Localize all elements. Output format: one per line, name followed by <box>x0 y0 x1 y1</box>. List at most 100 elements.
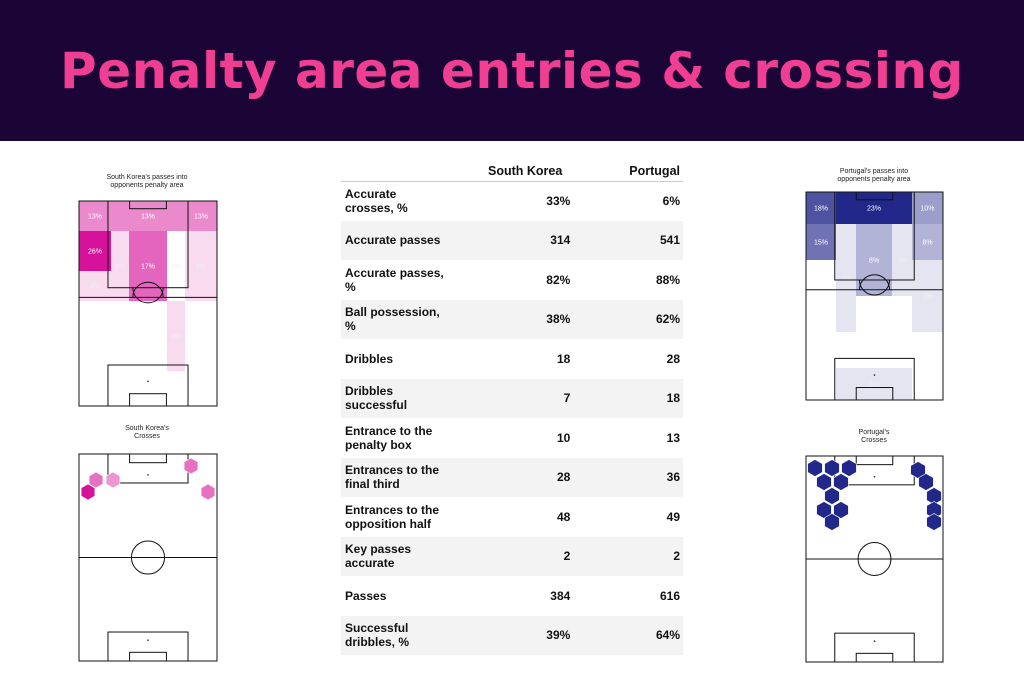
bottom-penalty-spot <box>147 639 149 641</box>
zone-label: 13% <box>141 214 155 221</box>
stat-korea-value: 384 <box>550 588 571 603</box>
zone-label: 4% <box>196 264 206 271</box>
heat-zone <box>836 224 856 332</box>
heat-zone <box>836 192 912 224</box>
zone-label: 23% <box>867 206 881 213</box>
stat-portugal-value: 13 <box>666 430 680 445</box>
heat-zone <box>185 201 217 231</box>
stat-korea-value: 18 <box>556 351 571 366</box>
top-penalty-spot <box>147 474 149 476</box>
cross-hexbin <box>926 487 942 505</box>
stat-metric-label: Entrances to the opposition half <box>341 497 472 537</box>
stats-row: Key passes accurate 2 2 <box>341 536 683 576</box>
stat-metric-line1: Dribbles <box>345 351 394 366</box>
cross-hexbin <box>824 459 840 477</box>
cross-hexbin <box>926 513 942 531</box>
stat-metric-label: Accurate crosses, % <box>341 181 472 221</box>
zone-label: 15% <box>814 240 828 247</box>
stats-row: Entrance to the penalty box 10 13 <box>341 418 683 458</box>
center-circle <box>857 542 892 576</box>
stat-portugal-value: 64% <box>572 615 683 655</box>
zone-label: 13% <box>88 214 102 221</box>
stats-row: Passes 384 616 <box>341 576 683 616</box>
cross-hexbin <box>80 483 96 501</box>
cross-hexbin <box>926 501 942 519</box>
heat-zone <box>806 224 836 260</box>
sk-crosses-title: South Korea's Crosses <box>125 425 169 440</box>
zone-label: 4% <box>115 264 125 271</box>
stat-metric-line1: Entrances to the <box>345 502 440 517</box>
stat-metric-label: Entrance to the penalty box <box>341 418 472 458</box>
top-six-yard-box <box>855 455 894 466</box>
heat-zone <box>79 271 111 301</box>
stats-header-row: South Korea Portugal <box>341 161 683 182</box>
pt-passes-title: Portugal's passes into opponents penalty… <box>837 168 911 183</box>
stat-metric-label: Passes <box>341 576 472 616</box>
center-circle-arc <box>858 274 891 290</box>
stat-metric-line1: Accurate <box>345 187 397 201</box>
zone-label: 3% <box>841 276 851 283</box>
stat-metric-line2: dribbles, % <box>345 635 410 650</box>
zone-label: 26% <box>88 249 102 256</box>
stats-row: Dribbles 18 28 <box>341 339 683 379</box>
stat-metric-label: Dribbles successful <box>341 378 472 418</box>
stats-row: Accurate passes,% 82% 88% <box>341 260 683 300</box>
zone-label: 17% <box>141 264 155 271</box>
heat-zone <box>167 301 185 371</box>
heat-zone <box>111 231 129 301</box>
stat-korea-value: 314 <box>471 220 573 260</box>
zone-label: 13% <box>194 214 208 221</box>
bottom-six-yard-box <box>129 651 167 662</box>
stats-table: South Korea Portugal Accurate crosses, % 3… <box>341 161 683 655</box>
stat-metric-line2: crosses, % <box>345 201 408 215</box>
zone-label: 8% <box>922 240 932 247</box>
stat-portugal-value: 36 <box>572 457 683 497</box>
stats-row: Entrances to the final third 28 36 <box>341 457 683 497</box>
heat-zone <box>79 231 111 271</box>
center-circle <box>130 540 166 575</box>
stat-portugal-value: 616 <box>659 588 680 603</box>
stat-metric-label: Successful dribbles, % <box>341 615 472 655</box>
center-circle-arc <box>132 281 164 298</box>
stats-row: Successful dribbles, % 39% 64% <box>341 615 683 655</box>
heat-zone <box>167 231 185 301</box>
korea-column-header: South Korea <box>471 161 573 182</box>
stat-korea-value: 2 <box>471 536 573 576</box>
stat-metric-label: Dribbles <box>341 339 472 379</box>
penalty-arc <box>132 287 164 304</box>
zone-label: 3% <box>897 258 907 265</box>
stat-metric-label: Key passes accurate <box>341 536 472 576</box>
stat-korea-value: 39% <box>471 615 573 655</box>
stat-metric-line2: % <box>345 279 356 294</box>
heat-zone <box>111 201 185 231</box>
stat-portugal-value: 62% <box>572 299 683 339</box>
heat-zone <box>79 201 111 231</box>
stat-metric-line2: accurate <box>345 556 395 571</box>
cross-hexbin <box>824 487 840 505</box>
cross-hexbin <box>88 471 104 489</box>
own-six-yard-box <box>129 393 167 407</box>
stats-row: Accurate crosses, % 33% 6% <box>341 181 683 221</box>
stat-portugal-value: 6% <box>662 194 680 208</box>
portugal-column-header: Portugal <box>572 161 683 182</box>
stats-row: Dribbles successful 7 18 <box>341 378 683 418</box>
cross-hexbin <box>200 483 216 501</box>
stat-metric-line2: penalty box <box>345 437 412 452</box>
cross-hexbin <box>183 457 199 475</box>
cross-hexbin <box>841 459 857 477</box>
cross-hexbin <box>105 471 121 489</box>
stat-korea-value: 82% <box>546 272 571 287</box>
stat-korea-value: 28 <box>471 457 573 497</box>
heat-zone <box>912 260 943 332</box>
top-six-yard-box <box>129 453 167 464</box>
stat-metric-line1: Key passes <box>345 542 412 557</box>
stats-table-container: South Korea Portugal Accurate crosses, % 3… <box>341 161 683 655</box>
zone-label: 3% <box>869 382 879 389</box>
heat-zone <box>856 224 892 296</box>
pt-crosses-title: Portugal's Crosses <box>858 429 890 444</box>
stat-metric-line1: Dribbles <box>345 384 394 399</box>
